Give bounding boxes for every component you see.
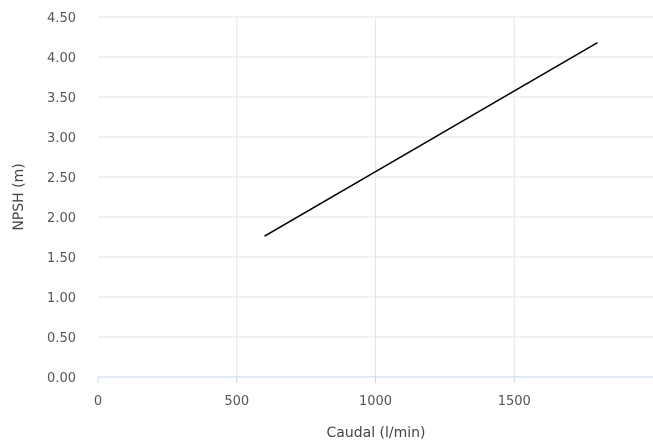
- y-tick-label: 0.00: [47, 371, 76, 386]
- y-tick-label: 0.50: [47, 331, 76, 346]
- x-tick-label: 1500: [498, 394, 531, 409]
- series-layer: [264, 41, 598, 237]
- y-axis-title: NPSH (m): [11, 163, 27, 230]
- x-axis-title: Caudal (l/min): [327, 425, 426, 441]
- axes: 0.00 0.50 1.00 1.50 2.00 2.50 3.00 3.50 4.00 4.50…: [47, 11, 653, 409]
- grid: [98, 16, 653, 377]
- x-tick-label: 0: [94, 394, 102, 409]
- series-line: [264, 41, 598, 237]
- y-tick-label: 3.00: [47, 131, 76, 146]
- y-tick-label: 1.00: [47, 291, 76, 306]
- y-tick-label: 4.50: [47, 11, 76, 26]
- x-tick-label: 1000: [359, 394, 392, 409]
- y-tick-label: 2.50: [47, 171, 76, 186]
- y-tick-label: 4.00: [47, 51, 76, 66]
- y-tick-label: 1.50: [47, 251, 76, 266]
- y-tick-label: 3.50: [47, 91, 76, 106]
- x-tick-label: 500: [224, 394, 249, 409]
- y-tick-label: 2.00: [47, 211, 76, 226]
